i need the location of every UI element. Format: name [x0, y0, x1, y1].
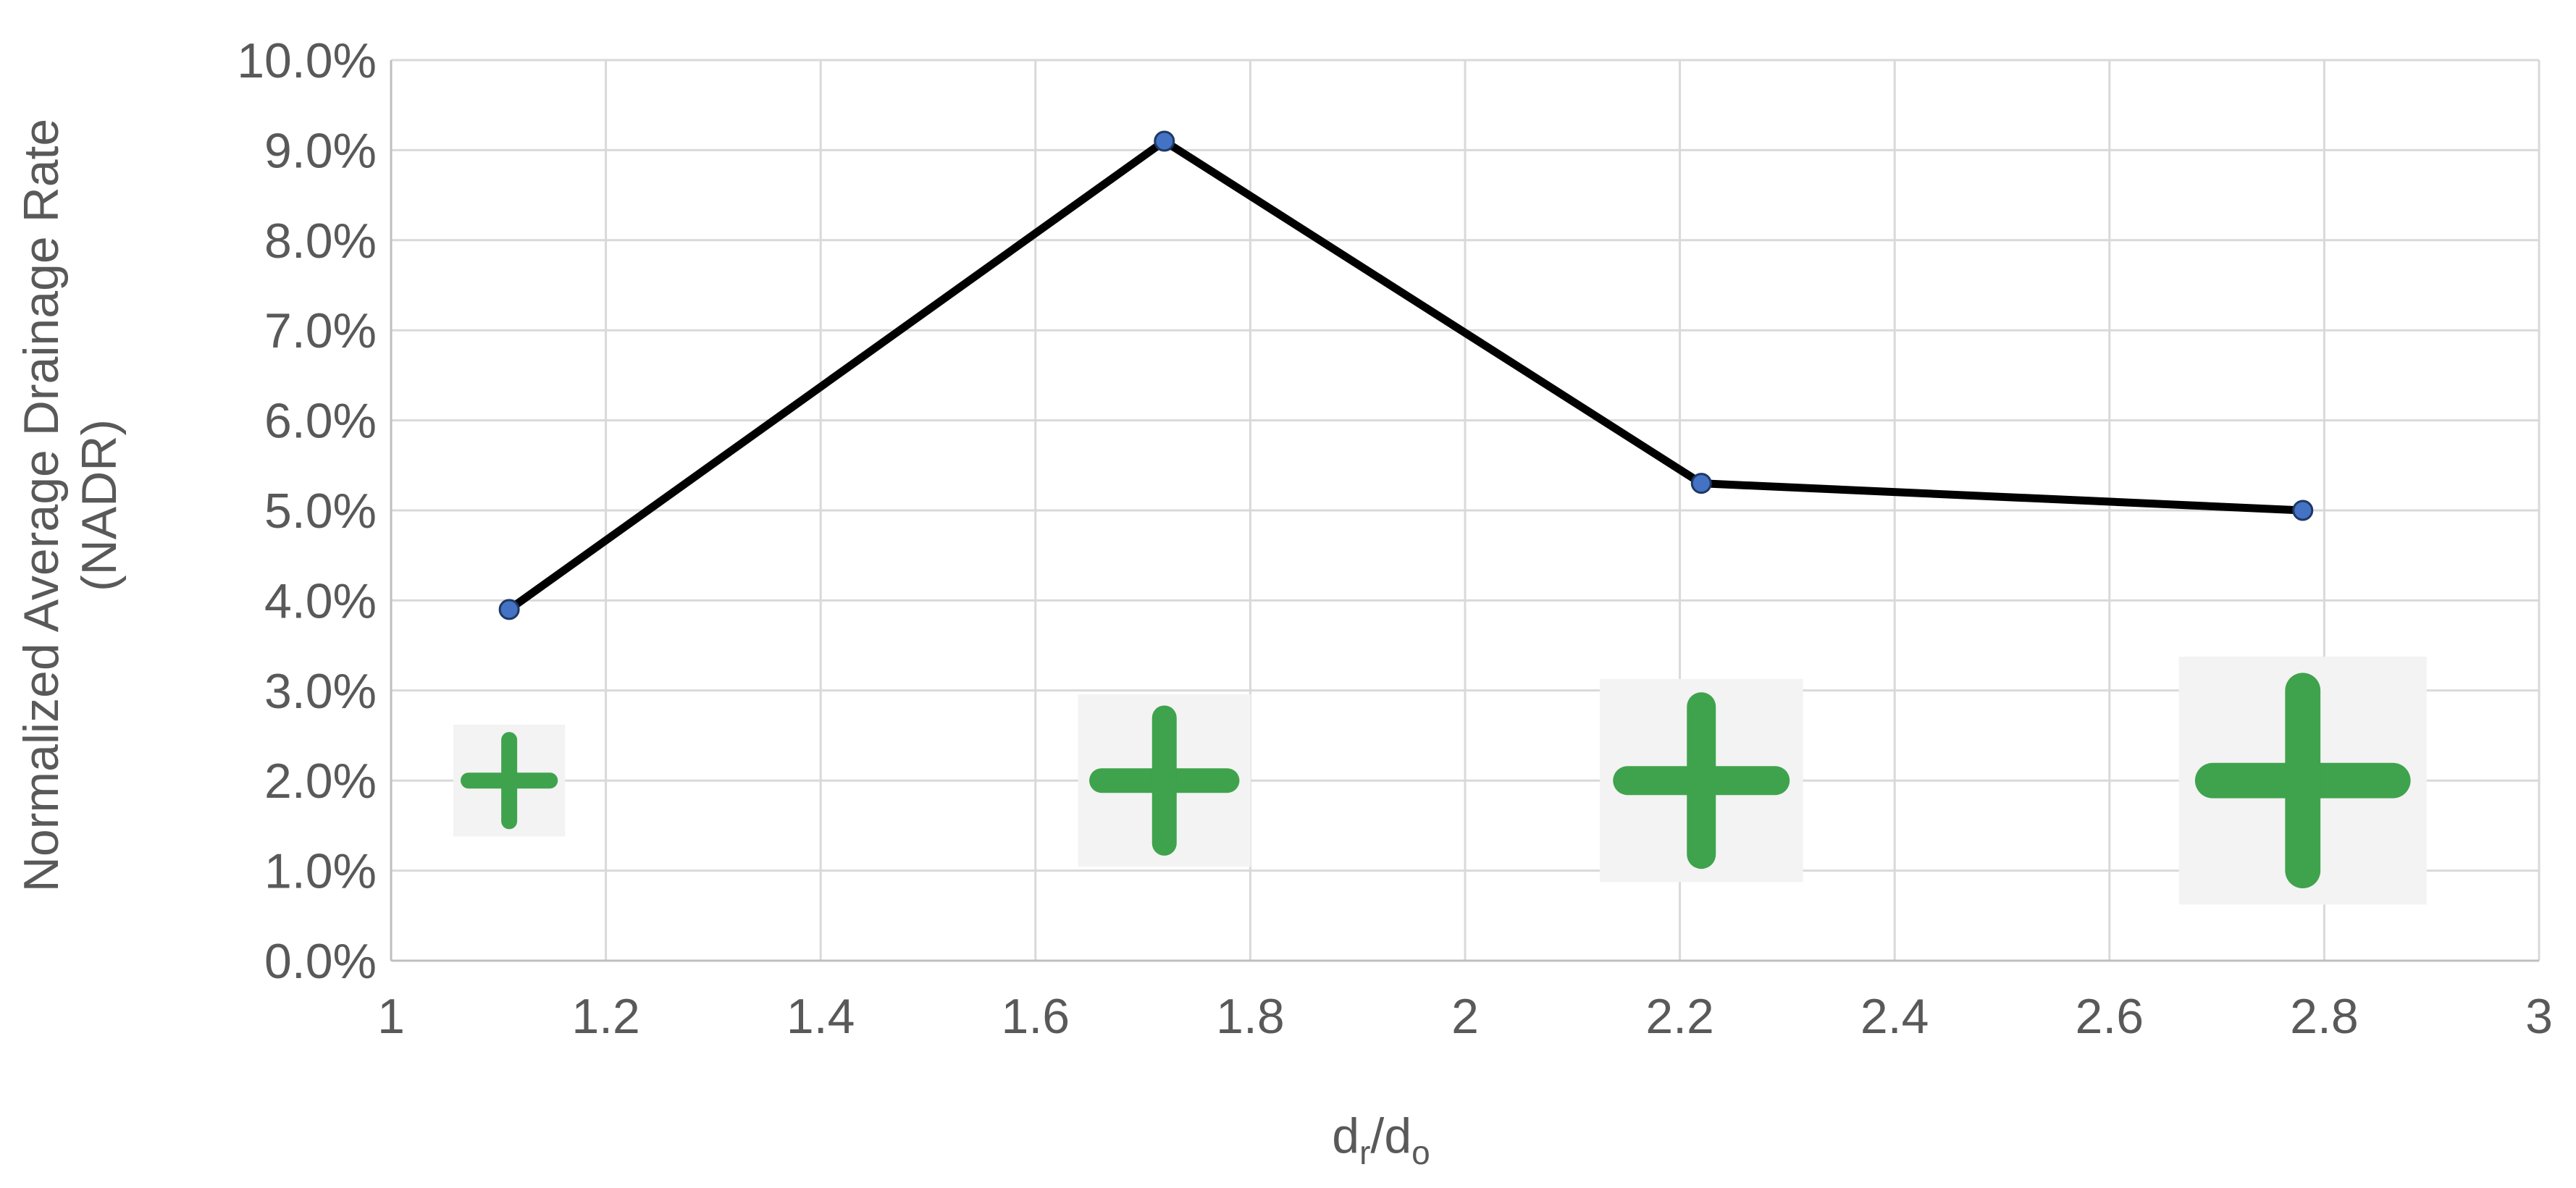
- tick-labels: 0.0% 1.0% 2.0% 3.0% 4.0% 5.0% 6.0% 7.0% 8.0% 9.0%…: [237, 33, 2553, 1044]
- x-tick-label: 2.8: [2290, 989, 2359, 1044]
- x-tick-label: 1.6: [1002, 989, 1070, 1044]
- data-point: [2292, 500, 2314, 521]
- y-tick-label: 10.0%: [237, 33, 377, 88]
- shape-images: [453, 657, 2427, 905]
- data-point: [1154, 130, 1175, 152]
- y-axis-title: Normalized Average Drainage Rate: [14, 119, 69, 892]
- y-tick-label: 4.0%: [264, 573, 377, 628]
- x-tick-label: 2.6: [2076, 989, 2144, 1044]
- y-tick-label: 6.0%: [264, 394, 377, 449]
- medium-green-cross-icon: [1078, 694, 1251, 867]
- x-tick-label: 2: [1451, 989, 1479, 1044]
- largest-green-cross-icon: [2178, 657, 2427, 905]
- x-tick-label: 2.2: [1645, 989, 1714, 1044]
- x-tick-label: 1.8: [1216, 989, 1285, 1044]
- y-tick-label: 8.0%: [264, 214, 377, 269]
- series: [498, 130, 2314, 620]
- y-tick-label: 5.0%: [264, 484, 377, 539]
- x-tick-label: 1.4: [786, 989, 855, 1044]
- x-tick-label: 1: [377, 989, 405, 1044]
- small-green-cross-icon: [453, 725, 566, 837]
- y-tick-label: 3.0%: [264, 664, 377, 719]
- y-tick-label: 1.0%: [264, 844, 377, 899]
- y-tick-label: 9.0%: [264, 123, 377, 178]
- y-tick-label: 0.0%: [264, 934, 377, 989]
- x-tick-label: 1.2: [571, 989, 640, 1044]
- series-line: [505, 137, 2307, 614]
- cross-vertical-arm: [1151, 705, 1177, 856]
- axes: [390, 60, 2539, 962]
- y-tick-label: 7.0%: [264, 303, 377, 358]
- y-axis-title-line2: (NADR): [72, 419, 127, 591]
- x-axis-title: dr/do: [1332, 1108, 1430, 1171]
- x-tick-label: 3: [2525, 989, 2553, 1044]
- data-point: [1690, 473, 1712, 494]
- data-point: [498, 599, 520, 620]
- cross-vertical-arm: [1687, 692, 1716, 869]
- x-tick-label: 2.4: [1860, 989, 1929, 1044]
- cross-vertical-arm: [501, 732, 518, 830]
- large-green-cross-icon: [1599, 678, 1803, 882]
- y-tick-label: 2.0%: [264, 754, 377, 809]
- cross-vertical-arm: [2285, 673, 2321, 889]
